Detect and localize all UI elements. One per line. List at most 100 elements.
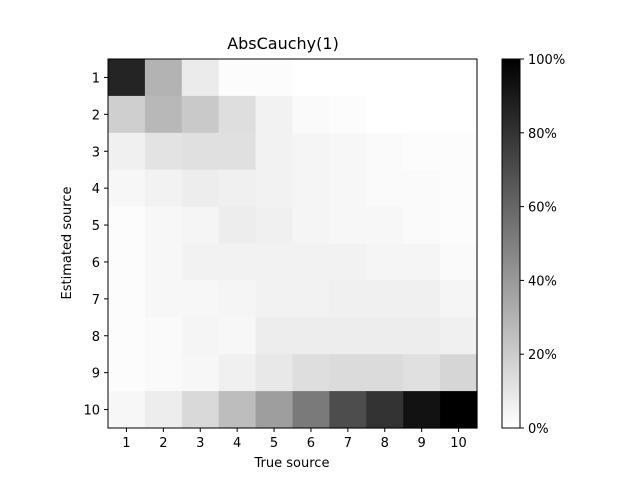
heatmap-cell	[292, 391, 330, 429]
heatmap-cell	[181, 317, 220, 355]
heatmap-cell	[255, 95, 294, 134]
heatmap-cell	[144, 132, 183, 171]
colorbar-tick-label: 100%	[528, 53, 565, 68]
heatmap-cell	[403, 95, 441, 134]
heatmap-cell	[218, 59, 257, 97]
y-tick-label: 4	[92, 182, 100, 197]
heatmap-cell	[403, 354, 441, 392]
x-tick-label: 5	[270, 436, 278, 451]
heatmap-cell	[218, 132, 257, 171]
heatmap-cell	[440, 354, 478, 392]
heatmap-cell	[218, 391, 257, 429]
heatmap-cell	[292, 59, 330, 97]
heatmap-cell	[108, 95, 146, 134]
heatmap-cell	[292, 95, 330, 134]
heatmap-cell	[108, 132, 146, 171]
x-tick-label: 7	[344, 436, 352, 451]
heatmap-cell	[366, 280, 404, 318]
heatmap-cell	[255, 59, 294, 97]
heatmap-cell	[329, 391, 367, 429]
heatmap-cells	[108, 59, 478, 429]
chart-title: AbsCauchy(1)	[227, 34, 339, 53]
heatmap-cell	[329, 206, 367, 245]
heatmap-cell	[292, 206, 330, 245]
heatmap-cell	[403, 317, 441, 355]
heatmap-cell	[440, 132, 478, 171]
heatmap-cell	[144, 59, 183, 97]
y-tick-label: 8	[92, 330, 100, 345]
heatmap-cell	[329, 243, 367, 281]
heatmap-cell	[366, 354, 404, 392]
heatmap-cell	[144, 280, 183, 318]
heatmap-cell	[108, 243, 146, 281]
heatmap-cell	[403, 206, 441, 245]
heatmap-cell	[403, 280, 441, 318]
heatmap-cell	[144, 243, 183, 281]
heatmap-cell	[255, 206, 294, 245]
heatmap-cell	[108, 391, 146, 429]
heatmap-cell	[440, 59, 478, 97]
y-tick-label: 10	[83, 404, 100, 419]
heatmap-cell	[366, 132, 404, 171]
heatmap-cell	[440, 391, 478, 429]
x-tick-label: 4	[233, 436, 241, 451]
heatmap-cell	[366, 391, 404, 429]
y-tick-label: 6	[92, 256, 100, 271]
x-tick-label: 1	[122, 436, 130, 451]
x-tick-label: 10	[450, 436, 467, 451]
heatmap-cell	[144, 317, 183, 355]
colorbar-tick-label: 20%	[528, 348, 557, 363]
heatmap-cell	[144, 354, 183, 392]
heatmap-cell	[181, 95, 220, 134]
heatmap-cell	[255, 132, 294, 171]
heatmap-cell	[218, 317, 257, 355]
y-tick-label: 9	[92, 367, 100, 382]
heatmap-cell	[366, 59, 404, 97]
heatmap-cell	[181, 59, 220, 97]
heatmap-cell	[255, 391, 294, 429]
heatmap-cell	[255, 317, 294, 355]
heatmap-cell	[218, 95, 257, 134]
colorbar-tick-label: 0%	[528, 422, 549, 437]
heatmap-cell	[292, 132, 330, 171]
heatmap-cell	[403, 243, 441, 281]
heatmap-cell	[181, 280, 220, 318]
y-tick-label: 2	[92, 108, 100, 123]
heatmap-cell	[144, 95, 183, 134]
heatmap-cell	[403, 132, 441, 171]
heatmap-cell	[144, 391, 183, 429]
heatmap-cell	[181, 391, 220, 429]
heatmap-cell	[329, 59, 367, 97]
heatmap-cell	[181, 243, 220, 281]
heatmap-cell	[329, 169, 367, 208]
heatmap-cell	[108, 280, 146, 318]
heatmap-cell	[440, 280, 478, 318]
heatmap-cell	[218, 169, 257, 208]
heatmap-cell	[255, 243, 294, 281]
heatmap-cell	[440, 95, 478, 134]
heatmap-cell	[292, 243, 330, 281]
heatmap-cell	[329, 132, 367, 171]
heatmap-cell	[255, 354, 294, 392]
colorbar-tick-label: 40%	[528, 274, 557, 289]
y-axis-label: Estimated source	[60, 187, 75, 300]
heatmap-cell	[108, 317, 146, 355]
heatmap-cell	[255, 169, 294, 208]
heatmap-cell	[218, 243, 257, 281]
colorbar	[501, 58, 521, 429]
heatmap-cell	[440, 317, 478, 355]
heatmap-cell	[440, 169, 478, 208]
heatmap-cell	[292, 169, 330, 208]
heatmap-cell	[144, 206, 183, 245]
heatmap-cell	[329, 354, 367, 392]
heatmap-cell	[329, 280, 367, 318]
heatmap-cell	[181, 169, 220, 208]
heatmap-cell	[108, 169, 146, 208]
x-axis-ticks: 1 2 3 4 5 6 7 8 9 10	[122, 428, 467, 451]
heatmap-cell	[403, 169, 441, 208]
heatmap-cell	[144, 169, 183, 208]
heatmap-cell	[181, 354, 220, 392]
heatmap-cell	[108, 354, 146, 392]
heatmap-cell	[329, 95, 367, 134]
